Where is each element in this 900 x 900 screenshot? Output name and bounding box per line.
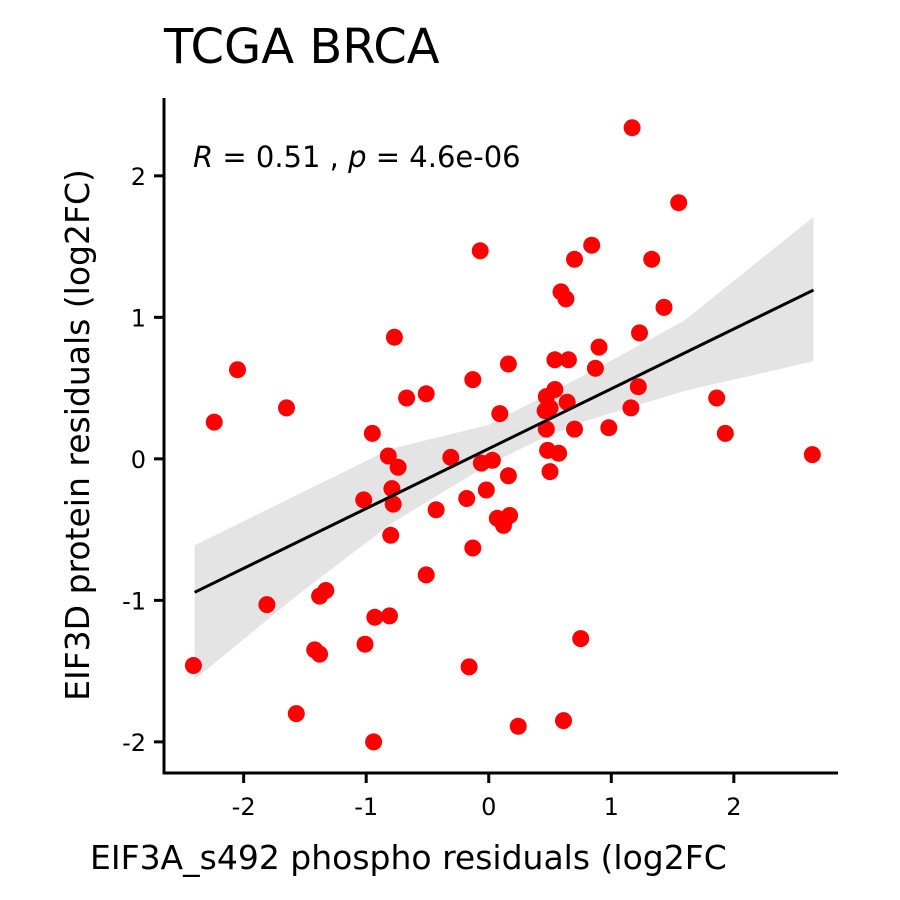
data-point bbox=[258, 596, 276, 614]
data-point bbox=[495, 516, 512, 534]
data-point bbox=[278, 399, 295, 417]
data-point bbox=[384, 495, 402, 513]
data-point bbox=[417, 566, 435, 584]
data-point bbox=[464, 371, 482, 389]
data-point bbox=[366, 608, 384, 626]
data-point bbox=[600, 419, 618, 437]
x-tick-label: -1 bbox=[354, 793, 378, 821]
data-point bbox=[464, 539, 482, 557]
data-point bbox=[716, 424, 734, 442]
data-point bbox=[287, 705, 305, 723]
data-point bbox=[623, 119, 641, 137]
data-point bbox=[205, 413, 223, 431]
data-point bbox=[631, 324, 648, 342]
data-point bbox=[558, 393, 576, 411]
correlation-annotation: R = 0.51 , p = 4.6e-06 bbox=[193, 140, 521, 174]
x-axis-label: EIF3A_s492 phospho residuals (log2FC bbox=[90, 838, 727, 877]
data-point bbox=[417, 385, 435, 403]
p-symbol: p bbox=[347, 140, 366, 174]
r-symbol: R bbox=[193, 140, 213, 174]
data-point bbox=[546, 351, 564, 369]
regression-line bbox=[193, 288, 815, 594]
data-point bbox=[509, 717, 527, 735]
data-point bbox=[363, 424, 381, 442]
data-point bbox=[471, 242, 489, 260]
data-point bbox=[311, 587, 329, 605]
y-tick-label: -2 bbox=[122, 729, 146, 757]
data-point bbox=[385, 328, 403, 346]
data-point bbox=[389, 458, 407, 476]
chart-title: TCGA BRCA bbox=[163, 19, 440, 75]
y-axis-label: EIF3D protein residuals (log2FC) bbox=[58, 169, 97, 701]
y-tick-label: -1 bbox=[122, 587, 146, 615]
data-point bbox=[537, 420, 555, 438]
y-tick-label: 2 bbox=[131, 163, 146, 191]
y-tick-label: 0 bbox=[131, 446, 146, 474]
data-point bbox=[572, 630, 590, 648]
r-value: = 0.51 , bbox=[213, 140, 348, 174]
data-point bbox=[458, 490, 476, 507]
data-point bbox=[555, 712, 572, 730]
data-point bbox=[382, 526, 400, 544]
x-tick-label: 1 bbox=[604, 793, 619, 821]
data-point bbox=[184, 657, 202, 674]
data-point bbox=[670, 194, 688, 212]
data-point bbox=[708, 389, 726, 407]
data-point bbox=[381, 607, 398, 625]
data-point bbox=[379, 447, 397, 465]
data-point bbox=[566, 250, 583, 268]
data-point bbox=[472, 454, 490, 472]
data-point bbox=[590, 338, 608, 356]
data-point bbox=[477, 481, 495, 499]
data-point bbox=[398, 389, 416, 407]
data-point bbox=[583, 236, 601, 254]
data-point bbox=[491, 405, 509, 423]
data-point bbox=[442, 448, 460, 466]
p-value: = 4.6e-06 bbox=[367, 140, 521, 174]
data-point bbox=[499, 467, 517, 485]
data-point bbox=[622, 399, 640, 417]
y-axis-ticks: -2 -1 0 1 2 bbox=[122, 163, 164, 757]
y-tick-label: 1 bbox=[131, 304, 146, 332]
plot-area bbox=[184, 119, 821, 751]
data-point bbox=[655, 298, 673, 316]
confidence-band bbox=[194, 216, 814, 680]
data-point bbox=[559, 351, 577, 369]
data-point bbox=[643, 250, 661, 268]
data-point bbox=[557, 290, 575, 308]
data-point bbox=[229, 361, 246, 379]
data-point bbox=[356, 635, 374, 653]
data-point bbox=[566, 420, 583, 438]
data-point bbox=[550, 444, 568, 462]
x-tick-label: -2 bbox=[232, 793, 256, 821]
x-tick-label: 2 bbox=[726, 793, 741, 821]
data-point bbox=[365, 733, 383, 751]
data-point bbox=[629, 378, 647, 396]
data-point bbox=[355, 491, 373, 509]
data-point bbox=[803, 446, 821, 464]
data-point bbox=[536, 402, 554, 420]
data-point bbox=[460, 658, 478, 676]
data-point bbox=[499, 355, 517, 373]
data-point bbox=[311, 645, 329, 663]
x-tick-label: 0 bbox=[481, 793, 496, 821]
data-point bbox=[586, 359, 604, 377]
data-point bbox=[427, 501, 445, 519]
data-point bbox=[541, 463, 559, 481]
x-axis-ticks: -2 -1 0 1 2 bbox=[232, 773, 741, 821]
